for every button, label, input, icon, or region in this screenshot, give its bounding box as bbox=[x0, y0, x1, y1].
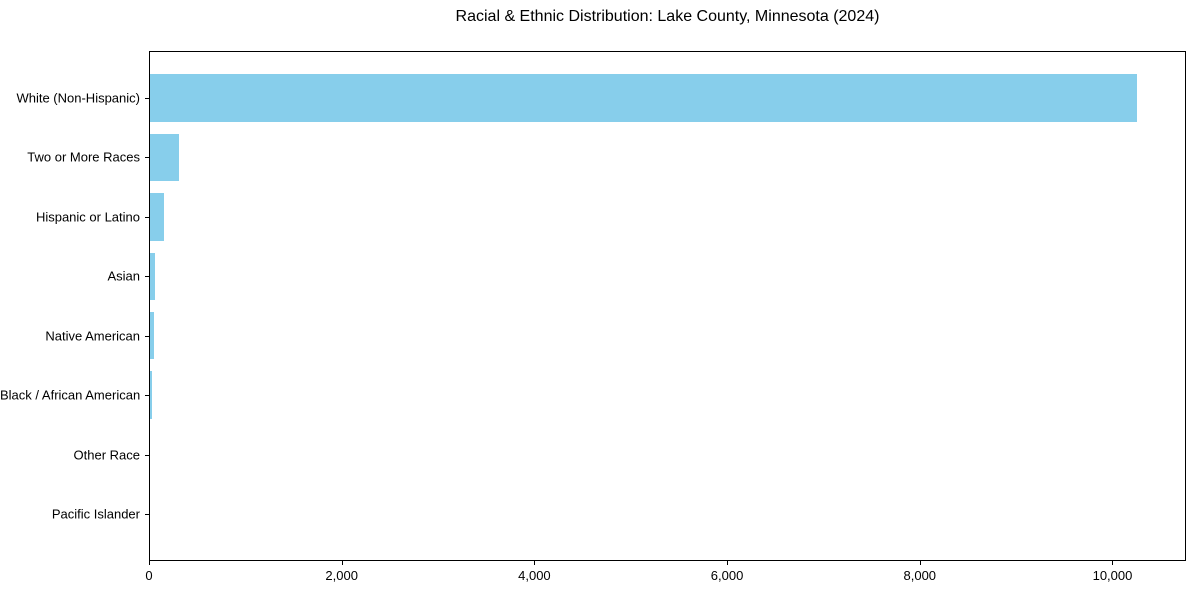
y-tick-mark bbox=[145, 97, 149, 99]
y-tick-label-other-race: Other Race bbox=[73, 447, 140, 463]
y-tick-mark bbox=[145, 514, 149, 516]
y-tick-mark bbox=[145, 395, 149, 397]
bar-hispanic-or-latino bbox=[149, 193, 164, 241]
bar-two-or-more-races bbox=[149, 133, 179, 182]
chart-title: Racial & Ethnic Distribution: Lake Count… bbox=[455, 8, 880, 25]
x-tick-mark bbox=[341, 561, 343, 565]
y-tick-label-pacific-islander: Pacific Islander bbox=[51, 506, 140, 522]
x-tick-mark bbox=[149, 561, 150, 565]
x-tick-label-2000: 2,000 bbox=[325, 568, 358, 583]
x-tick-mark bbox=[919, 561, 921, 565]
bar-native-american bbox=[149, 311, 155, 360]
y-tick-label-asian: Asian bbox=[107, 268, 140, 284]
x-tick-mark bbox=[1112, 561, 1114, 565]
y-tick-mark bbox=[145, 216, 149, 218]
y-tick-mark bbox=[145, 157, 149, 159]
x-tick-label-10000: 10,000 bbox=[1092, 568, 1133, 583]
bar-white-non-hispanic bbox=[149, 74, 1137, 122]
x-tick-label-8000: 8,000 bbox=[903, 568, 937, 583]
y-tick-mark bbox=[145, 276, 149, 278]
x-tick-label-0: 0 bbox=[145, 568, 153, 583]
bar-asian bbox=[149, 252, 155, 301]
x-tick-label-4000: 4,000 bbox=[518, 568, 551, 583]
plot-area bbox=[149, 51, 1186, 561]
y-tick-mark bbox=[145, 454, 149, 456]
y-tick-label-two-or-more-races: Two or More Races bbox=[27, 149, 140, 165]
y-tick-label-hispanic-or-latino: Hispanic or Latino bbox=[35, 209, 140, 225]
y-tick-label-white-non-hispanic: White (Non-Hispanic) bbox=[16, 90, 140, 106]
x-tick-label-6000: 6,000 bbox=[710, 568, 744, 583]
y-tick-mark bbox=[145, 335, 149, 337]
y-tick-label-black-african-american: Black / African American bbox=[0, 387, 141, 403]
bar-black-african-american bbox=[149, 371, 153, 419]
x-tick-mark bbox=[727, 561, 729, 565]
y-tick-label-native-american: Native American bbox=[45, 328, 140, 344]
x-tick-mark bbox=[534, 561, 536, 565]
